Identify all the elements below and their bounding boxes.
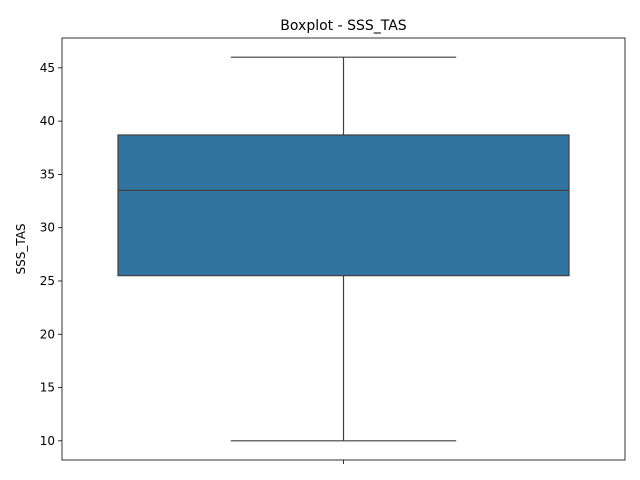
- chart-title: Boxplot - SSS_TAS: [280, 18, 407, 34]
- iqr-box: [117, 134, 570, 277]
- y-tick-label-25: 25: [40, 274, 55, 288]
- y-tick-label-45: 45: [40, 61, 55, 75]
- y-axis-label: SSS_TAS: [14, 223, 28, 274]
- y-tick-label-15: 15: [40, 381, 55, 395]
- plot-area-frame: [61, 37, 626, 461]
- y-tick-label-10: 10: [40, 434, 55, 448]
- y-tick-label-30: 30: [40, 221, 55, 235]
- y-tick-label-20: 20: [40, 327, 55, 341]
- y-tick-label-35: 35: [40, 167, 55, 181]
- y-tick-label-40: 40: [40, 114, 55, 128]
